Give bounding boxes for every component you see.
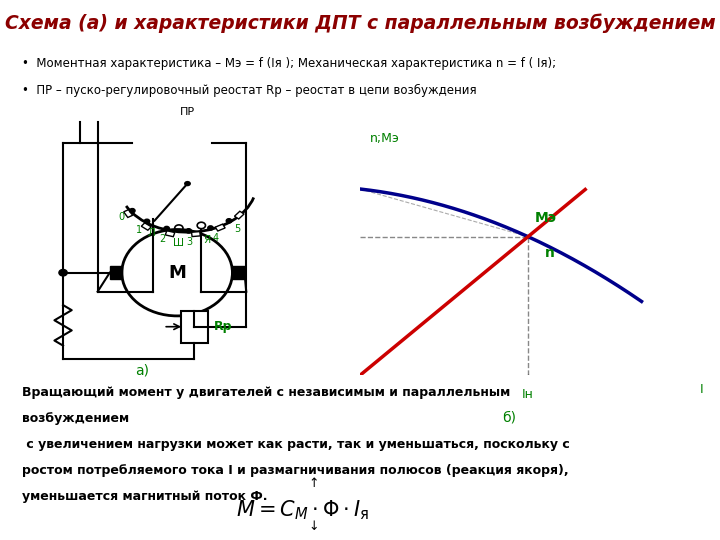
Text: ↓: ↓ bbox=[308, 520, 318, 533]
Circle shape bbox=[184, 181, 191, 186]
Text: ↑: ↑ bbox=[308, 477, 318, 490]
Bar bbox=[181, 310, 208, 343]
Text: 3: 3 bbox=[186, 237, 192, 247]
Circle shape bbox=[130, 208, 135, 213]
Text: I: I bbox=[699, 383, 703, 396]
Text: 5: 5 bbox=[235, 224, 240, 234]
Text: 2: 2 bbox=[159, 234, 166, 244]
Text: Iн: Iн bbox=[522, 388, 534, 401]
Circle shape bbox=[208, 226, 213, 230]
Text: $M = C_{M} \cdot \Phi \cdot I_{\text{я}}$: $M = C_{M} \cdot \Phi \cdot I_{\text{я}}… bbox=[236, 498, 369, 522]
Text: ростом потребляемого тока I и размагничивания полюсов (реакция якоря),: ростом потребляемого тока I и размагничи… bbox=[22, 464, 568, 477]
Bar bbox=[233, 266, 245, 280]
Text: Л: Л bbox=[148, 228, 155, 238]
Bar bbox=[192, 232, 200, 237]
Text: возбуждением: возбуждением bbox=[22, 412, 129, 425]
Text: 1: 1 bbox=[135, 225, 142, 235]
Text: а): а) bbox=[135, 364, 150, 378]
Circle shape bbox=[186, 228, 192, 233]
Text: 4: 4 bbox=[212, 233, 218, 243]
Bar bbox=[141, 223, 151, 230]
Circle shape bbox=[226, 219, 232, 223]
Text: Вращающий момент у двигателей с независимым и параллельным: Вращающий момент у двигателей с независи… bbox=[22, 386, 510, 399]
Text: М: М bbox=[168, 264, 186, 282]
Text: •  Моментная характеристика – Мэ = f (Iя ); Механическая характеристика n = f ( : • Моментная характеристика – Мэ = f (Iя … bbox=[22, 57, 556, 70]
Text: ПР: ПР bbox=[180, 107, 195, 117]
Text: Rp: Rp bbox=[213, 320, 232, 333]
Circle shape bbox=[164, 226, 169, 231]
Text: •  ПР – пуско-регулировочный реостат Rp – реостат в цепи возбуждения: • ПР – пуско-регулировочный реостат Rp –… bbox=[22, 84, 476, 97]
Text: Схема (а) и характеристики ДПТ с параллельным возбуждением: Схема (а) и характеристики ДПТ с паралле… bbox=[4, 14, 716, 33]
Text: Я: Я bbox=[203, 235, 210, 245]
Bar bbox=[215, 224, 225, 231]
Bar bbox=[124, 210, 132, 218]
Text: уменьшается магнитный поток Ф.: уменьшается магнитный поток Ф. bbox=[22, 490, 267, 503]
Text: n;Мэ: n;Мэ bbox=[370, 132, 400, 145]
Text: n: n bbox=[544, 246, 554, 260]
Text: Мэ: Мэ bbox=[535, 211, 557, 225]
Text: с увеличением нагрузки может как расти, так и уменьшаться, поскольку с: с увеличением нагрузки может как расти, … bbox=[22, 438, 570, 451]
Bar bbox=[166, 231, 175, 237]
Bar bbox=[109, 266, 122, 280]
Circle shape bbox=[144, 219, 150, 224]
Text: б): б) bbox=[502, 410, 516, 424]
Circle shape bbox=[59, 269, 67, 276]
Text: Ш: Ш bbox=[174, 238, 184, 248]
Bar bbox=[235, 211, 244, 219]
Text: 0: 0 bbox=[118, 212, 124, 222]
